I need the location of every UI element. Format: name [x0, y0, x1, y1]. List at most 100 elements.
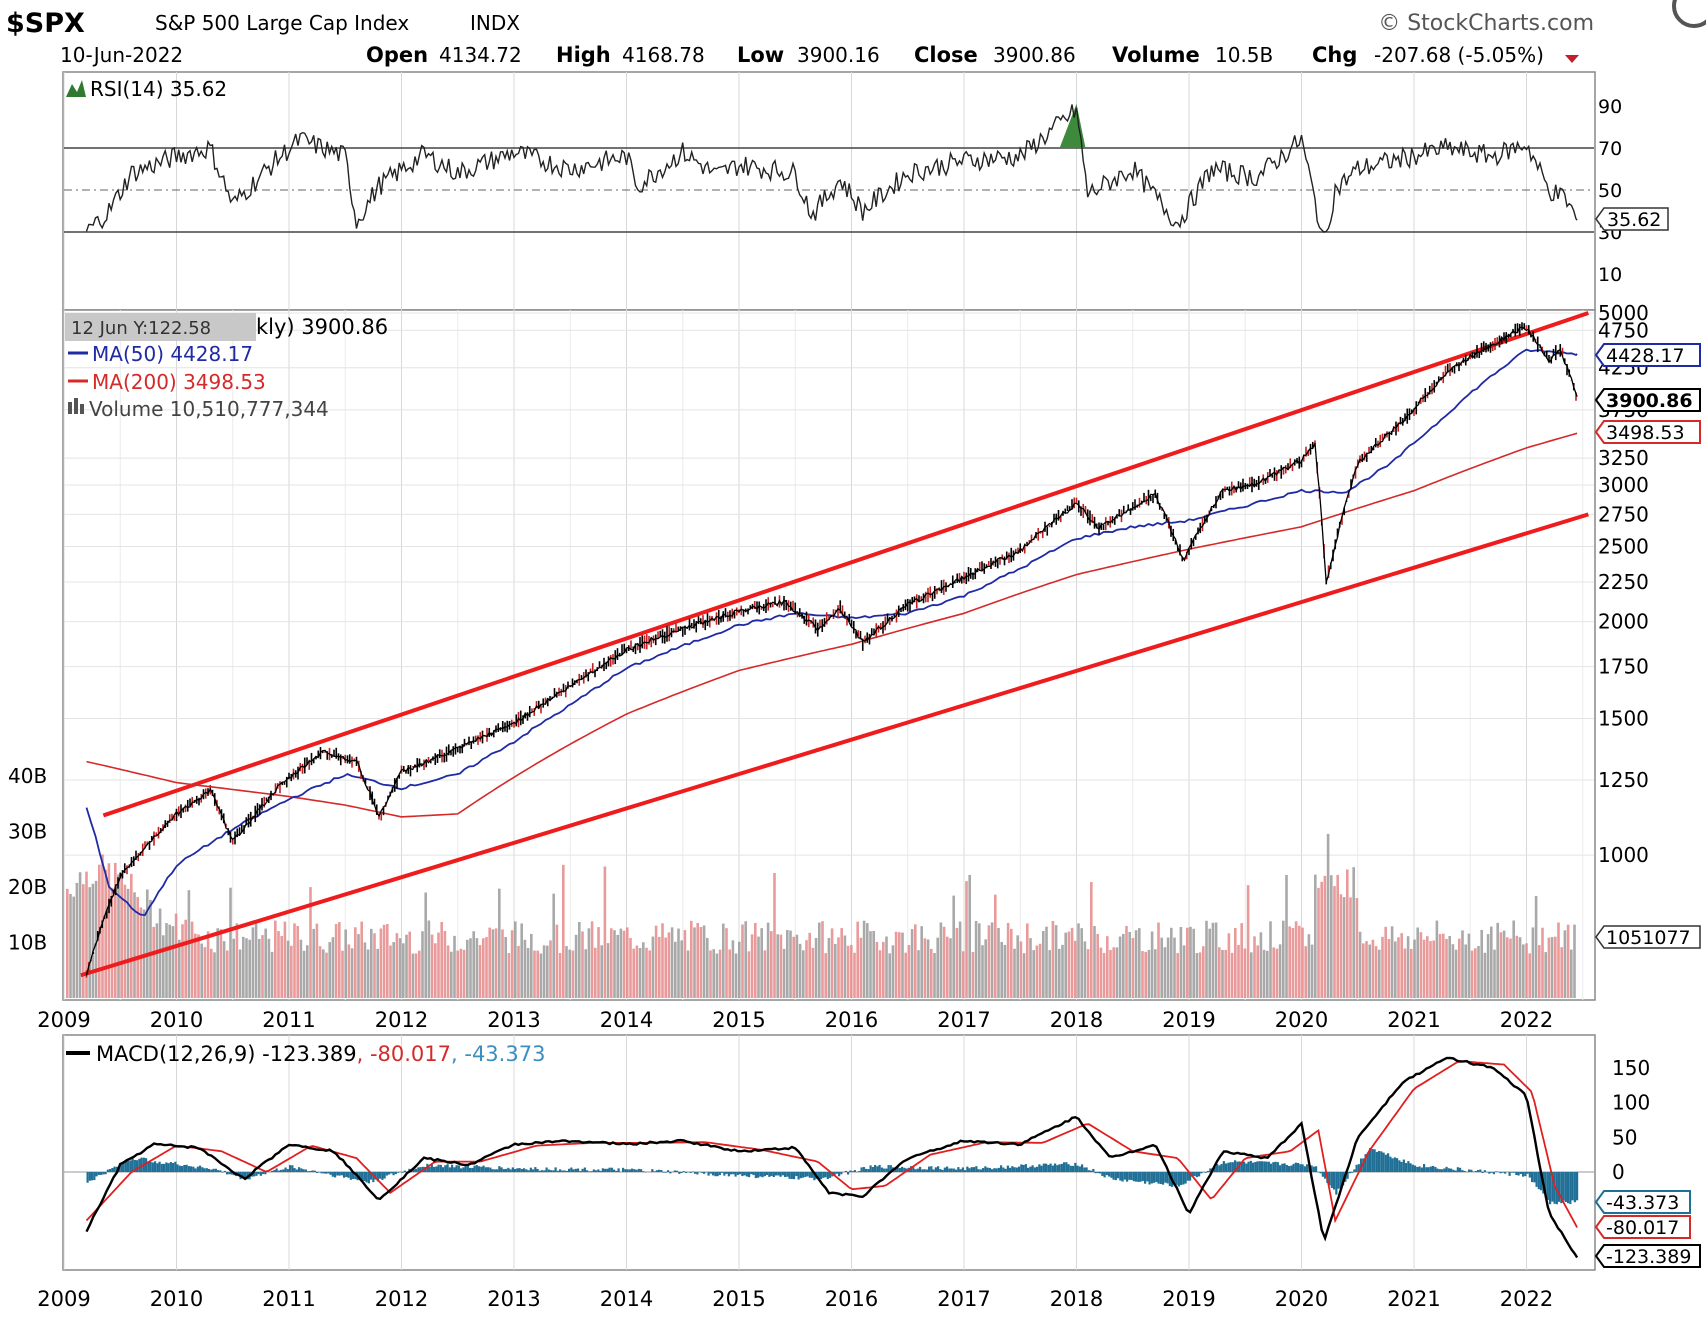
macd-histogram-bar [969, 1168, 971, 1172]
volume-bar [1208, 929, 1211, 998]
macd-histogram-bar [273, 1170, 275, 1172]
volume-bar [258, 939, 261, 998]
volume-bar [1164, 947, 1167, 998]
volume-bar [476, 938, 479, 998]
macd-histogram-bar [944, 1168, 946, 1172]
macd-histogram-bar [595, 1170, 597, 1172]
macd-histogram-bar [1245, 1164, 1247, 1172]
rsi-tick-label: 50 [1598, 180, 1622, 202]
volume-bar [812, 948, 815, 998]
macd-histogram-bar [1187, 1172, 1189, 1181]
macd-histogram-bar [888, 1165, 890, 1172]
macd-histogram-bar [1401, 1162, 1403, 1172]
volume-bar [1500, 932, 1503, 998]
macd-histogram-bar [1524, 1172, 1526, 1176]
macd-histogram-bar [96, 1172, 98, 1176]
volume-bar [872, 931, 875, 998]
macd-histogram-bar [1038, 1164, 1040, 1172]
macd-histogram-bar [195, 1168, 197, 1172]
macd-histogram-bar [1502, 1172, 1504, 1173]
macd-tick-label: 50 [1612, 1125, 1637, 1149]
volume-bar [543, 945, 546, 998]
macd-histogram-bar [1052, 1166, 1054, 1172]
macd-histogram-bar [845, 1171, 847, 1172]
volume-bar [741, 924, 744, 998]
volume-bar [239, 949, 242, 998]
volume-bar [156, 923, 159, 998]
macd-histogram-bar [717, 1172, 719, 1176]
x-tick-label-bottom: 2017 [937, 1287, 990, 1311]
volume-bar [1183, 945, 1186, 998]
macd-histogram-bar [1290, 1166, 1292, 1172]
macd-histogram-bar [1268, 1162, 1270, 1172]
symbol: $SPX [6, 8, 85, 39]
macd-histogram-bar [1117, 1172, 1119, 1178]
macd-histogram-bar [1491, 1172, 1493, 1173]
volume-bar [1346, 869, 1349, 998]
macd-histogram-bar [1218, 1165, 1220, 1172]
macd-histogram-bar [559, 1169, 561, 1172]
macd-histogram-bar [1227, 1163, 1229, 1172]
macd-histogram-bar [807, 1172, 809, 1176]
copyright[interactable]: © StockCharts.com [1378, 11, 1594, 36]
volume-bar [360, 922, 363, 998]
macd-histogram-bar [1376, 1152, 1378, 1172]
macd-histogram-bar [309, 1171, 311, 1172]
macd-histogram-bar [1333, 1172, 1335, 1190]
volume-bar [1356, 898, 1359, 998]
macd-histogram-bar [1527, 1172, 1529, 1174]
volume-tick-label: 40B [8, 764, 47, 788]
volume-bar [1026, 923, 1029, 998]
volume-bar [1141, 951, 1144, 998]
macd-histogram-bar [278, 1171, 280, 1172]
x-tick-label: 2019 [1162, 1008, 1215, 1032]
macd-histogram-bar [442, 1167, 444, 1172]
macd-histogram-bar [948, 1169, 950, 1172]
volume-bar [1474, 948, 1477, 998]
macd-histogram-bar [258, 1172, 260, 1174]
macd-histogram-bar [458, 1165, 460, 1172]
macd-histogram-bar [1108, 1172, 1110, 1177]
volume-bar [402, 943, 405, 998]
volume-bar [1176, 953, 1179, 998]
macd-histogram-bar [1574, 1172, 1576, 1202]
macd-histogram-bar [174, 1162, 176, 1172]
volume-bar [898, 932, 901, 998]
volume-bar [450, 952, 453, 998]
macd-histogram-bar [753, 1172, 755, 1175]
macd-histogram-bar [1254, 1162, 1256, 1172]
volume-bar [421, 931, 424, 998]
volume-bar [418, 951, 421, 998]
macd-histogram-bar [1387, 1153, 1389, 1172]
settings-circle-icon[interactable] [1674, 0, 1706, 26]
volume-bar [527, 948, 530, 998]
volume-bar [885, 937, 888, 998]
volume-bar [802, 950, 805, 998]
macd-histogram-bar [165, 1162, 167, 1172]
macd-histogram-bar [708, 1172, 710, 1176]
macd-histogram-bar [674, 1170, 676, 1172]
macd-histogram-bar [1351, 1172, 1353, 1173]
volume-bar [284, 922, 287, 998]
macd-histogram-bar [1198, 1172, 1200, 1176]
volume-bar [549, 940, 552, 998]
volume-bar [607, 943, 610, 998]
macd-histogram-bar [1484, 1170, 1486, 1172]
volume-bar [789, 931, 792, 998]
volume-bar [962, 951, 965, 998]
volume-bar [847, 946, 850, 998]
macd-value-tag: -123.389 [1596, 1245, 1700, 1268]
volume-bar [629, 938, 632, 998]
macd-histogram-bar [87, 1172, 89, 1183]
macd-histogram-bar [1295, 1163, 1297, 1172]
volume-tick-label: 20B [8, 875, 47, 899]
macd-histogram-bar [1457, 1167, 1459, 1172]
macd-histogram-bar [287, 1169, 289, 1172]
macd-histogram-bar [721, 1172, 723, 1173]
volume-bar [293, 923, 296, 998]
macd-histogram-bar [1288, 1166, 1290, 1172]
volume-bar [1266, 951, 1269, 998]
volume-bar [1452, 944, 1455, 998]
macd-histogram-bar [300, 1168, 302, 1172]
macd-histogram-bar [1479, 1170, 1481, 1172]
